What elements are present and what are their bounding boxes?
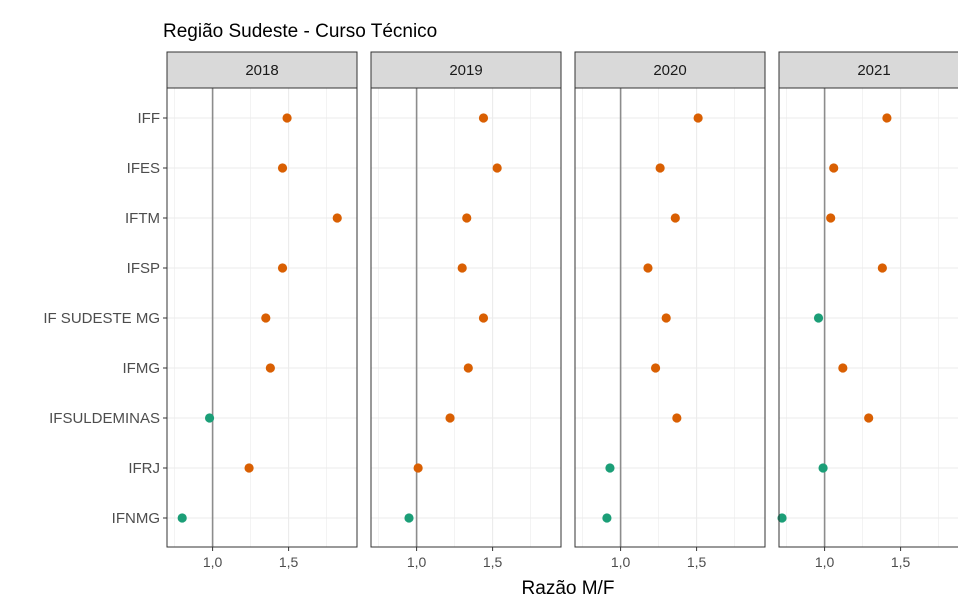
category-label: IFTM xyxy=(125,210,160,227)
x-axis-title: Razão M/F xyxy=(522,578,615,599)
facet-strip-label: 2018 xyxy=(245,62,278,79)
facet-2021: 2021 1,0 1,5 xyxy=(777,51,958,570)
x-tick-label: 1,5 xyxy=(279,554,299,570)
x-tick-label: 1,0 xyxy=(203,554,223,570)
data-point xyxy=(672,413,682,423)
data-point xyxy=(413,463,423,473)
data-point xyxy=(277,163,288,173)
data-point xyxy=(813,313,824,323)
category-label: IFES xyxy=(127,160,160,177)
data-point xyxy=(643,263,653,273)
facet-strip-label: 2021 xyxy=(857,62,890,79)
data-point xyxy=(277,263,288,273)
x-tick-label: 1,5 xyxy=(483,554,503,570)
facet-strip xyxy=(574,51,766,89)
data-point xyxy=(829,163,839,173)
x-tick-label: 1,0 xyxy=(815,554,835,570)
category-label: IFSULDEMINAS xyxy=(49,410,160,427)
data-point xyxy=(670,213,680,223)
category-axis-labels: IFF IFES IFTM IFSP IF SUDESTE MG IFMG IFSULDEM… xyxy=(43,110,167,527)
data-point xyxy=(445,413,455,423)
category-label: IF SUDESTE MG xyxy=(43,310,160,327)
category-label: IFRJ xyxy=(128,460,160,477)
facet-2020: 2020 1,0 1,5 xyxy=(574,51,766,570)
data-point xyxy=(404,513,414,523)
facet-strip xyxy=(370,51,562,89)
data-point xyxy=(864,413,874,423)
facet-2019: 2019 1,0 1,5 xyxy=(370,51,562,570)
facet-2018: 2018 1,0 1,5 xyxy=(166,51,358,570)
facet-panels: 2018 1,0 1,5 2019 1,0 1,5 2020 1,0 1,5 2021 1,0 1,5 xyxy=(166,51,958,570)
data-point xyxy=(177,513,187,523)
data-point xyxy=(818,463,828,473)
x-tick-label: 1,0 xyxy=(407,554,427,570)
data-point xyxy=(478,313,489,323)
data-point xyxy=(332,213,342,223)
data-point xyxy=(602,513,612,523)
data-point xyxy=(457,263,467,273)
category-label: IFNMG xyxy=(112,510,160,527)
data-point xyxy=(204,413,215,423)
chart-title: Região Sudeste - Curso Técnico xyxy=(163,21,437,42)
category-label: IFSP xyxy=(127,260,160,277)
x-tick-label: 1,5 xyxy=(687,554,707,570)
data-point xyxy=(877,263,887,273)
facet-strip-label: 2020 xyxy=(653,62,686,79)
data-point xyxy=(661,313,671,323)
data-point xyxy=(838,363,848,373)
data-point xyxy=(462,213,472,223)
data-point xyxy=(265,363,275,373)
facet-strip xyxy=(778,51,958,89)
data-point xyxy=(261,313,271,323)
x-tick-label: 1,5 xyxy=(891,554,911,570)
facet-strip-label: 2019 xyxy=(449,62,482,79)
facet-strip xyxy=(166,51,358,89)
data-point xyxy=(244,463,254,473)
x-tick-label: 1,0 xyxy=(611,554,631,570)
data-point xyxy=(282,113,292,123)
data-point xyxy=(882,113,892,123)
category-label: IFF xyxy=(138,110,161,127)
data-point xyxy=(655,163,665,173)
data-point xyxy=(826,213,836,223)
data-point xyxy=(478,113,489,123)
data-point xyxy=(463,363,473,373)
data-point xyxy=(605,463,615,473)
data-point xyxy=(650,363,661,373)
data-point xyxy=(777,513,787,523)
data-point xyxy=(492,163,502,173)
category-label: IFMG xyxy=(123,360,161,377)
data-point xyxy=(693,113,703,123)
